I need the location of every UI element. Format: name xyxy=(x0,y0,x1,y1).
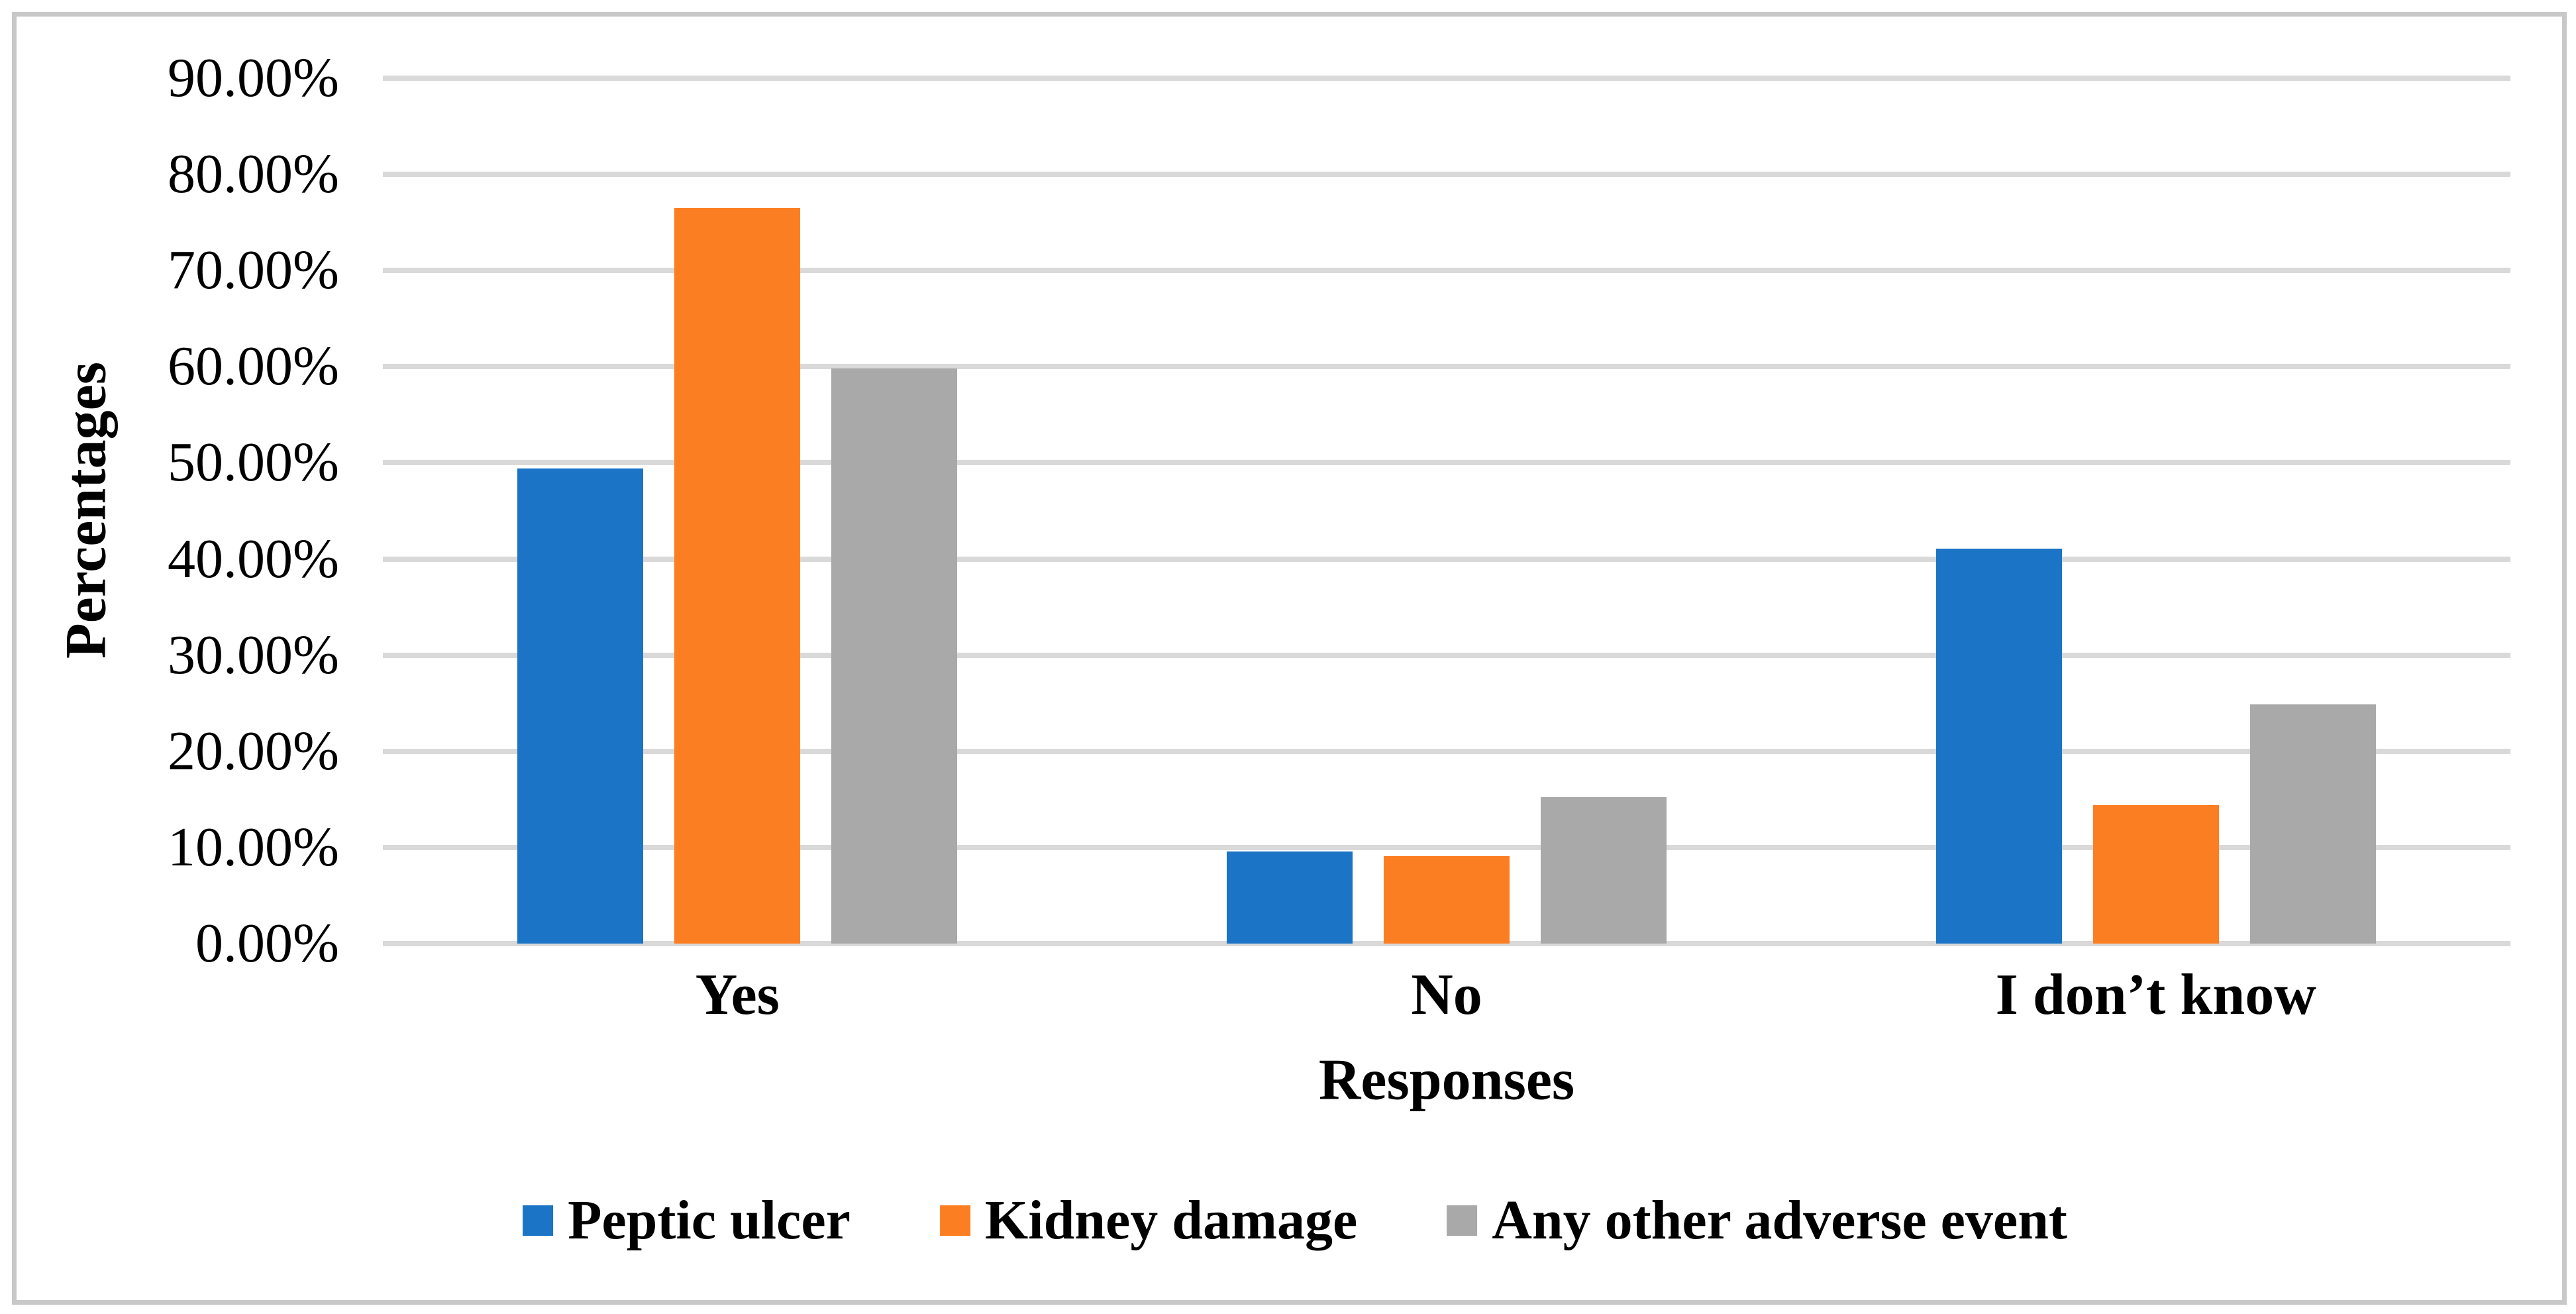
y-tick-label-70: 70.00% xyxy=(168,239,339,301)
gridline-0 xyxy=(383,941,2510,946)
gridline-10 xyxy=(383,844,2510,850)
legend-swatch-icon xyxy=(523,1205,554,1236)
bar-peptic-ulcer-1 xyxy=(1227,851,1353,944)
gridline-20 xyxy=(383,748,2510,754)
y-tick-label-10: 10.00% xyxy=(168,816,339,878)
y-axis-title: Percentages xyxy=(54,362,119,659)
gridline-50 xyxy=(383,460,2510,466)
legend-item-any-other-adverse-event: Any other adverse event xyxy=(1447,1193,2067,1248)
bar-group-1 xyxy=(1092,78,1802,944)
bar-any-other-adverse-event-0 xyxy=(831,368,958,944)
x-axis-category-labels: Yes No I don’t know xyxy=(383,966,2510,1024)
category-label-1: No xyxy=(1411,963,1482,1027)
legend-label: Any other adverse event xyxy=(1492,1189,2067,1251)
bar-kidney-damage-0 xyxy=(674,207,801,944)
gridline-80 xyxy=(383,172,2510,178)
bar-groups xyxy=(383,78,2510,944)
y-tick-label-40: 40.00% xyxy=(168,527,339,590)
legend-item-kidney-damage: Kidney damage xyxy=(939,1189,1358,1251)
bar-group-2 xyxy=(1801,78,2510,944)
legend: Peptic ulcer Kidney damage Any other adver… xyxy=(523,1193,2067,1248)
bar-any-other-adverse-event-2 xyxy=(2249,704,2376,944)
legend-item-peptic-ulcer: Peptic ulcer xyxy=(523,1193,850,1248)
y-tick-label-60: 60.00% xyxy=(168,335,339,398)
y-tick-label-50: 50.00% xyxy=(168,431,339,494)
y-tick-label-30: 30.00% xyxy=(168,624,339,686)
legend-label: Peptic ulcer xyxy=(568,1189,850,1251)
gridline-70 xyxy=(383,268,2510,274)
legend-swatch-icon xyxy=(939,1205,970,1236)
bar-any-other-adverse-event-1 xyxy=(1541,797,1667,944)
legend-swatch-icon xyxy=(1447,1205,1478,1236)
y-tick-label-0: 0.00% xyxy=(195,912,339,974)
legend-label: Kidney damage xyxy=(984,1189,1358,1251)
gridline-30 xyxy=(383,652,2510,658)
plot-area xyxy=(383,76,2510,946)
bar-kidney-damage-1 xyxy=(1384,855,1510,944)
y-tick-label-80: 80.00% xyxy=(168,143,339,205)
bar-peptic-ulcer-2 xyxy=(1935,548,2062,944)
category-label-0: Yes xyxy=(695,963,780,1027)
bar-peptic-ulcer-0 xyxy=(517,468,644,944)
y-tick-label-20: 20.00% xyxy=(168,720,339,782)
category-label-2: I don’t know xyxy=(1995,963,2316,1027)
gridline-60 xyxy=(383,364,2510,370)
gridline-40 xyxy=(383,556,2510,562)
bar-kidney-damage-2 xyxy=(2092,805,2219,944)
x-axis-title: Responses xyxy=(1318,1048,1575,1113)
gridline-90 xyxy=(383,76,2510,81)
y-tick-label-90: 90.00% xyxy=(168,47,339,109)
bar-group-0 xyxy=(383,78,1092,944)
chart-outer-border xyxy=(12,12,2567,1305)
